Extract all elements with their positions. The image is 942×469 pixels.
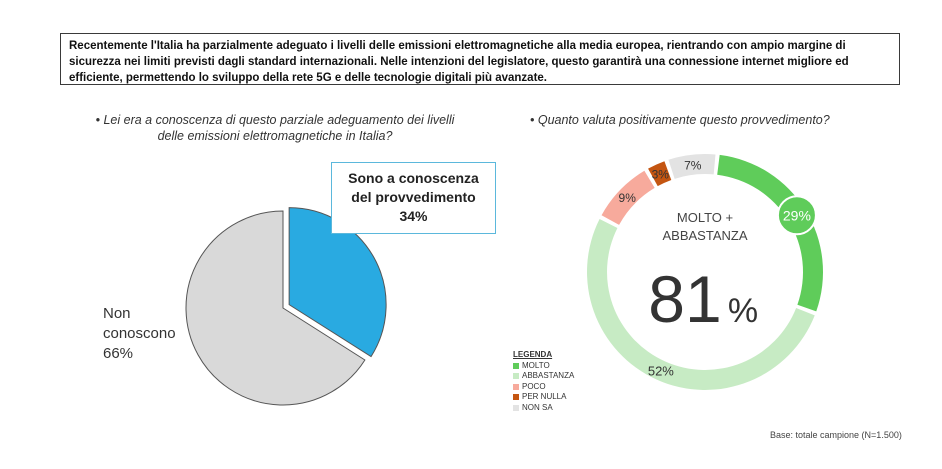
donut-value-label: 3% <box>652 168 670 182</box>
not-aware-label-line1: Non <box>103 305 131 322</box>
legend-swatch <box>513 362 519 369</box>
not-aware-value: 66% <box>103 345 134 362</box>
center-value: 81 <box>648 262 721 336</box>
center-unit: % <box>728 292 758 330</box>
legend-item-molto: MOLTO <box>513 361 574 372</box>
donut-value-label: 29% <box>783 207 811 223</box>
not-aware-label-line2: conoscono <box>103 325 176 342</box>
donut-segment-poco <box>601 170 655 225</box>
pie-slice-1 <box>185 210 366 406</box>
intro-text: Recentemente l'Italia ha parzialmente ad… <box>69 40 849 84</box>
legend-swatch <box>513 383 519 390</box>
donut-value-label: 7% <box>684 159 702 173</box>
molto-highlight-circle <box>776 195 817 236</box>
legend-item-per-nulla: PER NULLA <box>513 392 574 403</box>
legend-swatch <box>513 394 519 401</box>
donut-question: • Quanto valuta positivamente questo pro… <box>530 113 830 127</box>
donut-value-label: 52% <box>648 364 674 379</box>
center-label-line2: ABBASTANZA <box>662 228 747 243</box>
donut-segment-non-sa <box>668 154 716 179</box>
donut-segment-per-nulla <box>648 161 672 187</box>
aware-callout: Sono a conoscenza del provvedimento 34% <box>331 162 496 234</box>
donut-value-label: 9% <box>619 191 637 205</box>
pie-question: • Lei era a conoscenza di questo parzial… <box>95 113 455 143</box>
not-aware-label: Non conoscono 66% <box>103 304 193 364</box>
aware-label-line2: del provvedimento <box>351 189 476 205</box>
center-label-line1: MOLTO + <box>677 210 733 225</box>
base-note: Base: totale campione (N=1.500) <box>770 430 902 440</box>
legend-title: LEGENDA <box>513 350 553 359</box>
legend-item-non-sa: NON SA <box>513 403 574 414</box>
donut-segment-abbastanza <box>587 219 815 390</box>
intro-box: Recentemente l'Italia ha parzialmente ad… <box>60 33 900 85</box>
legend-item-abbastanza: ABBASTANZA <box>513 371 574 382</box>
aware-value: 34% <box>399 208 428 224</box>
legend-item-poco: POCO <box>513 382 574 393</box>
aware-label-line1: Sono a conoscenza <box>348 170 479 186</box>
pie-slice-0 <box>288 207 387 358</box>
donut-legend: LEGENDA MOLTO ABBASTANZA POCO PER NULLA … <box>513 350 574 413</box>
legend-swatch <box>513 373 519 380</box>
legend-swatch <box>513 404 519 411</box>
